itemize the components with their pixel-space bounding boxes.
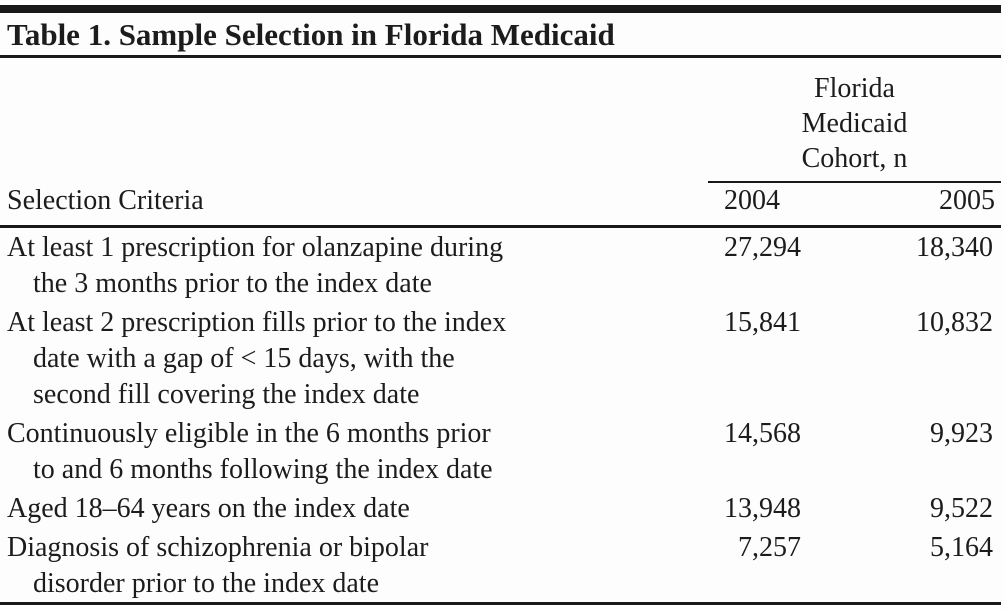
column-header-selection-criteria: Selection Criteria bbox=[0, 183, 655, 228]
value-2004: 13,948 bbox=[724, 493, 801, 524]
table-row: At least 2 prescription fills prior to t… bbox=[0, 302, 1001, 413]
bottom-rule bbox=[0, 602, 1001, 605]
criteria-cell: Diagnosis of schizophrenia or bipolar di… bbox=[0, 527, 655, 602]
criteria-line: At least 2 prescription fills prior to t… bbox=[7, 307, 507, 338]
criteria-cell: Continuously eligible in the 6 months pr… bbox=[0, 413, 655, 488]
criteria-cell: Aged 18–64 years on the index date bbox=[0, 488, 655, 527]
table-row: Diagnosis of schizophrenia or bipolar di… bbox=[0, 527, 1001, 602]
criteria-line: Diagnosis of schizophrenia or bipolar bbox=[7, 532, 429, 563]
criteria-line: disorder prior to the index date bbox=[33, 568, 380, 599]
table-row: Continuously eligible in the 6 months pr… bbox=[0, 413, 1001, 488]
column-header-row: Selection Criteria 2004 2005 bbox=[0, 183, 1001, 228]
criteria-line: Continuously eligible in the 6 months pr… bbox=[7, 418, 491, 449]
table-row: At least 1 prescription for olanzapine d… bbox=[0, 227, 1001, 303]
column-header-2005: 2005 bbox=[803, 183, 1001, 228]
value-2005: 10,832 bbox=[916, 307, 993, 338]
criteria-cell: At least 2 prescription fills prior to t… bbox=[0, 302, 655, 413]
value-2004: 27,294 bbox=[724, 232, 801, 263]
table-title: Table 1. Sample Selection in Florida Med… bbox=[0, 13, 1001, 58]
criteria-line: second fill covering the index date bbox=[33, 379, 420, 410]
criteria-cell: At least 1 prescription for olanzapine d… bbox=[0, 227, 655, 303]
criteria-line: to and 6 months following the index date bbox=[33, 454, 493, 485]
top-rule bbox=[0, 5, 1001, 13]
group-header-line: Medicaid bbox=[801, 108, 908, 139]
group-header-row: Florida Medicaid Cohort, n bbox=[0, 58, 1001, 183]
column-header-2004: 2004 bbox=[655, 183, 803, 228]
value-2004: 7,257 bbox=[738, 532, 801, 563]
value-2004: 15,841 bbox=[724, 307, 801, 338]
criteria-line: Aged 18–64 years on the index date bbox=[7, 493, 410, 524]
criteria-line: the 3 months prior to the index date bbox=[33, 268, 432, 299]
table-row: Aged 18–64 years on the index date 13,94… bbox=[0, 488, 1001, 527]
group-header-line: Cohort, n bbox=[801, 143, 908, 174]
value-2005: 18,340 bbox=[916, 232, 993, 263]
empty-header-cell bbox=[0, 58, 655, 183]
value-2005: 9,522 bbox=[930, 493, 993, 524]
value-2005: 5,164 bbox=[930, 532, 993, 563]
criteria-line: At least 1 prescription for olanzapine d… bbox=[7, 232, 504, 263]
group-header-line: Florida bbox=[814, 73, 895, 104]
criteria-line: date with a gap of < 15 days, with the bbox=[33, 343, 455, 374]
group-header: Florida Medicaid Cohort, n bbox=[708, 58, 1001, 183]
value-2005: 9,923 bbox=[930, 418, 993, 449]
group-header-cell: Florida Medicaid Cohort, n bbox=[655, 58, 1001, 183]
sample-selection-table: Florida Medicaid Cohort, n Selection Cri… bbox=[0, 58, 1001, 602]
value-2004: 14,568 bbox=[724, 418, 801, 449]
